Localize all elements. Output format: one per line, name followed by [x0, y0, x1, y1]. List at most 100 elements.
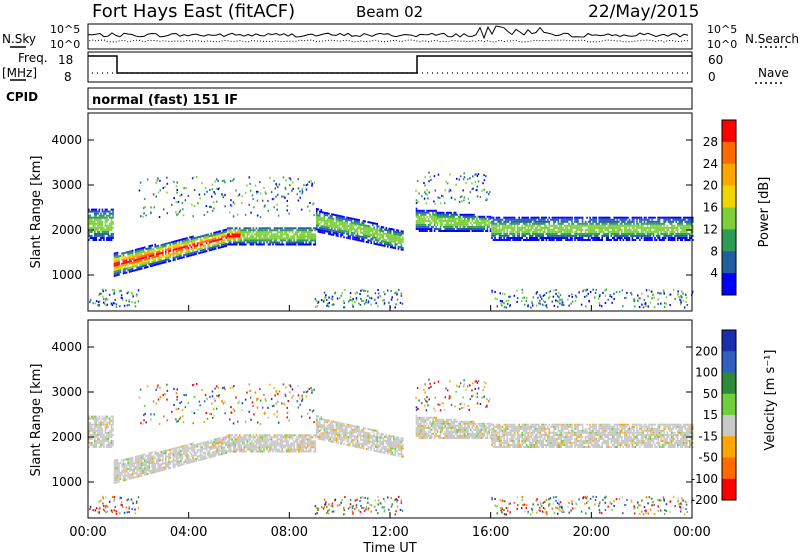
power-cell — [229, 239, 232, 242]
power-cell — [652, 222, 655, 225]
power-cell — [306, 237, 309, 240]
velocity-cell — [94, 441, 96, 444]
velocity-cell — [98, 429, 101, 432]
velocity-cell — [104, 427, 107, 430]
power-cell — [137, 262, 140, 265]
power-cell — [516, 230, 519, 233]
power-cell — [365, 237, 368, 239]
power-cell — [210, 232, 212, 235]
power-cell — [593, 237, 596, 239]
power-cell — [242, 243, 244, 246]
power-cell — [593, 239, 596, 241]
power-cell — [473, 217, 475, 220]
power-cell — [568, 216, 570, 219]
power-cell — [402, 240, 404, 243]
power-cell — [485, 221, 487, 224]
power-cell — [273, 229, 276, 232]
power-cell — [266, 233, 268, 236]
power-cell — [595, 234, 597, 237]
power-cell — [149, 255, 152, 257]
power-cell — [377, 243, 380, 246]
velocity-cell — [157, 466, 160, 469]
power-cell — [479, 221, 481, 224]
colorbar-segment — [722, 185, 736, 208]
power-cell — [627, 239, 629, 241]
power-cell — [424, 223, 427, 226]
power-cell — [516, 239, 519, 241]
velocity-cell — [116, 477, 119, 479]
power-cell — [248, 233, 250, 236]
velocity-cell — [110, 435, 113, 438]
power-cell — [571, 293, 573, 296]
power-cell — [226, 243, 229, 246]
power-cell — [637, 294, 639, 297]
power-cell — [425, 202, 428, 205]
power-cell — [110, 232, 113, 235]
power-cell — [382, 299, 385, 302]
power-cell — [544, 230, 546, 233]
power-cell — [221, 180, 224, 183]
power-cell — [589, 239, 591, 241]
power-cell — [430, 209, 433, 212]
power-cell — [257, 229, 259, 232]
power-cell — [236, 241, 238, 244]
power-cell — [131, 292, 134, 295]
power-cell — [569, 230, 572, 233]
power-cell — [115, 268, 117, 271]
power-cell — [172, 251, 175, 253]
velocity-cell — [190, 443, 193, 445]
power-cell — [359, 227, 362, 230]
power-cell — [123, 304, 126, 307]
velocity-cell — [217, 451, 220, 454]
power-cell — [599, 220, 602, 223]
velocity-cell — [193, 450, 196, 453]
velocity-cell — [104, 415, 107, 418]
power-cell — [297, 178, 299, 181]
power-cell — [461, 223, 463, 226]
power-cell — [350, 229, 353, 232]
power-cell — [682, 224, 685, 227]
power-cell — [459, 230, 462, 232]
power-cell — [663, 230, 665, 233]
power-cell — [492, 224, 495, 227]
power-cell — [448, 188, 451, 191]
velocity-cell — [127, 462, 129, 464]
velocity-cell — [180, 464, 182, 466]
power-cell — [604, 232, 606, 235]
power-cell — [554, 220, 557, 223]
power-cell — [677, 293, 679, 296]
power-cell — [559, 230, 561, 233]
power-cell — [397, 239, 400, 242]
power-cell — [589, 226, 591, 229]
power-cell — [373, 298, 376, 301]
power-cell — [335, 220, 338, 223]
power-cell — [174, 246, 176, 249]
power-cell — [131, 270, 134, 272]
power-cell — [599, 218, 602, 221]
velocity-cell — [160, 459, 163, 462]
power-cell — [678, 237, 680, 239]
velocity-cell — [183, 453, 185, 456]
power-cell — [334, 226, 336, 229]
power-cell — [284, 196, 286, 199]
power-cell — [619, 237, 622, 239]
power-cell — [89, 230, 92, 233]
power-cell — [669, 216, 671, 219]
power-cell — [544, 222, 546, 225]
power-cell — [477, 219, 480, 222]
velocity-cell — [159, 469, 161, 472]
power-cell — [574, 226, 576, 229]
power-cell — [605, 232, 608, 235]
power-cell — [627, 232, 629, 235]
power-cell — [279, 233, 282, 236]
velocity-cell — [207, 454, 209, 457]
power-cell — [495, 230, 498, 233]
power-cell — [612, 218, 614, 221]
power-cell — [666, 226, 668, 229]
power-cell — [177, 253, 179, 256]
power-cell — [246, 233, 249, 236]
power-cell — [679, 222, 682, 225]
power-cell — [417, 221, 419, 224]
velocity-cell — [110, 431, 113, 434]
power-cell — [346, 226, 348, 229]
